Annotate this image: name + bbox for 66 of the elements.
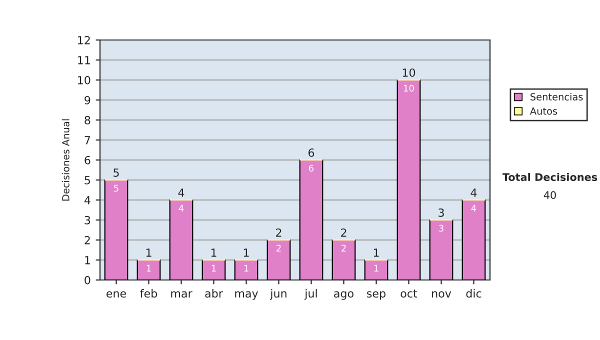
total-label: 5 bbox=[114, 168, 119, 177]
y-tick-label: 11 bbox=[78, 56, 90, 64]
data-label: 5 bbox=[114, 184, 118, 192]
y-tick-label: 9 bbox=[84, 96, 90, 104]
bar bbox=[462, 199, 486, 280]
data-label: 1 bbox=[146, 264, 151, 272]
y-tick-label: 2 bbox=[84, 236, 90, 244]
y-tick-label: 3 bbox=[84, 216, 90, 224]
bar bbox=[396, 79, 421, 280]
bar bbox=[429, 219, 454, 280]
data-label: 10 bbox=[404, 84, 414, 92]
x-tick-label: jul bbox=[304, 289, 317, 300]
total-label: 2 bbox=[341, 228, 346, 237]
total-label: 1 bbox=[146, 248, 152, 257]
y-tick-label: 4 bbox=[84, 196, 90, 204]
data-label: 2 bbox=[342, 244, 346, 252]
x-tick-label: sep bbox=[367, 291, 386, 300]
y-tick-label: 7 bbox=[84, 136, 90, 144]
y-tick-label: 5 bbox=[84, 176, 90, 184]
text: Total Decisiones bbox=[502, 172, 598, 182]
bar bbox=[364, 259, 388, 280]
bar bbox=[202, 259, 226, 280]
x-tick-label: dic bbox=[466, 289, 482, 298]
total-label: 2 bbox=[276, 228, 282, 237]
x-tick-label: jun bbox=[270, 289, 286, 300]
total-label: 4 bbox=[178, 188, 184, 197]
data-label: 4 bbox=[471, 204, 476, 212]
total-label: 1 bbox=[244, 248, 249, 257]
total-label: 1 bbox=[211, 248, 216, 257]
bar bbox=[266, 239, 291, 280]
data-label: 1 bbox=[374, 264, 378, 272]
data-label: 2 bbox=[276, 244, 281, 252]
y-tick-label: 1 bbox=[85, 256, 90, 264]
data-label: 6 bbox=[309, 164, 314, 172]
x-tick-label: feb bbox=[140, 289, 158, 298]
x-tick-label: oct bbox=[400, 290, 418, 298]
bar bbox=[104, 179, 128, 280]
legend-label: Sentencias bbox=[530, 92, 583, 100]
x-tick-label: ago bbox=[334, 291, 354, 300]
total-label: 3 bbox=[438, 208, 444, 217]
data-label: 4 bbox=[178, 204, 184, 212]
bar bbox=[332, 239, 356, 280]
bar bbox=[169, 199, 194, 280]
bar bbox=[234, 259, 258, 280]
bar bbox=[136, 259, 161, 280]
total-label: 4 bbox=[470, 188, 477, 197]
total-label: 1 bbox=[374, 248, 379, 257]
total-label: 10 bbox=[402, 68, 416, 77]
y-axis-title: Decisiones Anual bbox=[62, 119, 70, 201]
legend-label: Autos bbox=[530, 108, 558, 115]
text: 40 bbox=[544, 191, 556, 200]
x-tick-label: nov bbox=[432, 291, 452, 298]
x-tick-label: ene bbox=[106, 291, 126, 298]
y-tick-label: 12 bbox=[78, 36, 90, 44]
total-label: 6 bbox=[308, 148, 314, 157]
x-tick-label: may bbox=[235, 291, 258, 300]
data-label: 3 bbox=[439, 224, 444, 232]
y-tick-label: 6 bbox=[84, 156, 90, 164]
bar bbox=[299, 159, 324, 280]
data-label: 1 bbox=[244, 264, 248, 272]
y-tick-label: 10 bbox=[78, 76, 90, 84]
y-tick-label: 8 bbox=[84, 116, 90, 124]
data-label: 1 bbox=[212, 264, 216, 272]
y-tick-label: 0 bbox=[84, 276, 90, 284]
x-tick-label: mar bbox=[171, 291, 192, 298]
x-tick-label: abr bbox=[205, 289, 223, 298]
